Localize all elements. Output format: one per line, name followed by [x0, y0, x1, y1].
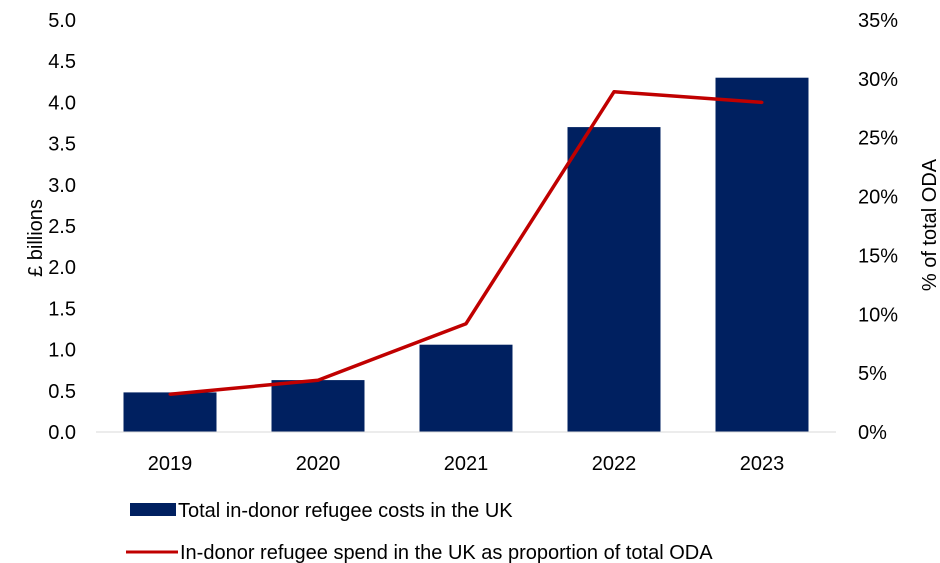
x-tick-label: 2022 — [592, 453, 637, 475]
y-tick-label: 4.0 — [48, 92, 76, 114]
legend-label-line: In-donor refugee spend in the UK as prop… — [180, 542, 713, 563]
y2-tick-label: 35% — [858, 10, 898, 32]
x-axis-ticks: 2019 2020 2021 2022 2023 — [148, 453, 785, 475]
y2-tick-label: 15% — [858, 245, 898, 267]
x-tick-label: 2023 — [740, 453, 785, 475]
y-tick-label: 0.5 — [48, 381, 76, 403]
y-tick-label: 5.0 — [48, 10, 76, 32]
y2-tick-label: 10% — [858, 304, 898, 326]
y-tick-label: 0.0 — [48, 422, 76, 444]
x-tick-label: 2021 — [444, 453, 489, 475]
y2-tick-label: 30% — [858, 69, 898, 91]
right-axis-ticks: 0% 5% 10% 15% 20% 25% 30% 35% — [858, 10, 898, 444]
line-point-2021 — [464, 322, 468, 326]
line-point-2023 — [760, 100, 764, 104]
y-tick-label: 3.5 — [48, 134, 76, 156]
y-tick-label: 1.0 — [48, 340, 76, 362]
bar-2023 — [715, 77, 809, 432]
left-axis-ticks: 0.0 0.5 1.0 1.5 2.0 2.5 3.0 3.5 4.0 4.5 5.0 — [48, 10, 76, 444]
line-point-2022 — [612, 90, 616, 94]
line-series — [168, 90, 764, 397]
x-tick-label: 2020 — [296, 453, 341, 475]
legend: Total in-donor refugee costs in the UK I… — [126, 500, 713, 563]
line-point-2019 — [168, 392, 172, 396]
right-axis-title: % of total ODA — [919, 158, 940, 291]
left-axis-title: £ billions — [25, 199, 47, 277]
bar-series — [123, 77, 809, 432]
legend-swatch-bars — [130, 503, 176, 516]
y2-tick-label: 5% — [858, 363, 887, 385]
y-tick-label: 4.5 — [48, 51, 76, 73]
y2-tick-label: 0% — [858, 422, 887, 444]
y2-tick-label: 25% — [858, 128, 898, 150]
y-tick-label: 3.0 — [48, 175, 76, 197]
legend-label-bars: Total in-donor refugee costs in the UK — [178, 500, 513, 522]
y-tick-label: 2.5 — [48, 216, 76, 238]
line-point-2020 — [316, 378, 320, 382]
bar-2019 — [123, 392, 217, 432]
y-tick-label: 2.0 — [48, 257, 76, 279]
bar-2021 — [419, 344, 513, 432]
y-tick-label: 1.5 — [48, 298, 76, 320]
bar-2020 — [271, 380, 365, 432]
bar-2022 — [567, 127, 661, 432]
y2-tick-label: 20% — [858, 187, 898, 209]
x-tick-label: 2019 — [148, 453, 193, 475]
